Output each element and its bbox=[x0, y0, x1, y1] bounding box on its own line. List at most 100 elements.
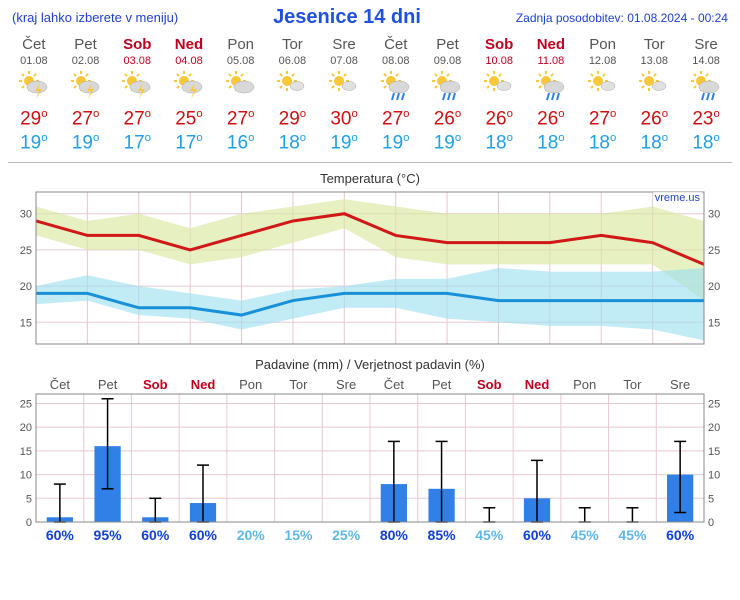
forecast-cell: 29o bbox=[267, 107, 319, 131]
forecast-cell bbox=[318, 68, 370, 107]
forecast-cell: 13.08 bbox=[628, 54, 680, 68]
forecast-cell: 26o bbox=[525, 107, 577, 131]
forecast-cell: Ned bbox=[163, 35, 215, 54]
svg-text:5: 5 bbox=[26, 493, 32, 505]
forecast-cell: 17o bbox=[163, 131, 215, 155]
forecast-cell: Sob bbox=[473, 35, 525, 54]
svg-text:15: 15 bbox=[20, 317, 32, 329]
svg-text:0: 0 bbox=[26, 517, 32, 529]
forecast-cell: 19o bbox=[370, 131, 422, 155]
forecast-cell: 16o bbox=[215, 131, 267, 155]
forecast-cell: 05.08 bbox=[215, 54, 267, 68]
forecast-cell bbox=[267, 68, 319, 107]
forecast-cell: 19o bbox=[422, 131, 474, 155]
forecast-cell: Ned bbox=[525, 35, 577, 54]
forecast-cell bbox=[8, 68, 60, 107]
svg-text:20: 20 bbox=[20, 422, 32, 434]
forecast-cell: 18o bbox=[473, 131, 525, 155]
svg-text:5: 5 bbox=[708, 493, 714, 505]
svg-text:20: 20 bbox=[20, 281, 32, 293]
forecast-cell: 30o bbox=[318, 107, 370, 131]
forecast-cell bbox=[680, 68, 732, 107]
forecast-cell: 26o bbox=[473, 107, 525, 131]
forecast-cell: 09.08 bbox=[422, 54, 474, 68]
svg-text:Sob: Sob bbox=[477, 377, 502, 392]
svg-text:25%: 25% bbox=[332, 527, 361, 543]
svg-text:Sob: Sob bbox=[143, 377, 168, 392]
svg-text:25: 25 bbox=[20, 245, 32, 257]
svg-text:15: 15 bbox=[20, 446, 32, 458]
forecast-cell: Čet bbox=[370, 35, 422, 54]
forecast-cell: 02.08 bbox=[60, 54, 112, 68]
svg-text:20: 20 bbox=[708, 281, 720, 293]
svg-text:45%: 45% bbox=[618, 527, 647, 543]
forecast-cell: 18o bbox=[525, 131, 577, 155]
svg-text:80%: 80% bbox=[380, 527, 409, 543]
svg-text:45%: 45% bbox=[475, 527, 504, 543]
forecast-cell: 26o bbox=[628, 107, 680, 131]
forecast-cell: 03.08 bbox=[111, 54, 163, 68]
temp-chart-wrap: 1515202025253030 vreme.us bbox=[8, 188, 732, 351]
forecast-cell: 19o bbox=[318, 131, 370, 155]
forecast-cell: Tor bbox=[628, 35, 680, 54]
forecast-cell bbox=[215, 68, 267, 107]
forecast-cell: Sre bbox=[318, 35, 370, 54]
svg-text:60%: 60% bbox=[189, 527, 218, 543]
svg-text:Pet: Pet bbox=[432, 377, 452, 392]
svg-text:Sre: Sre bbox=[670, 377, 690, 392]
forecast-cell bbox=[422, 68, 474, 107]
svg-text:0: 0 bbox=[708, 517, 714, 529]
svg-text:20%: 20% bbox=[237, 527, 266, 543]
forecast-cell: 14.08 bbox=[680, 54, 732, 68]
forecast-cell: 27o bbox=[60, 107, 112, 131]
svg-text:30: 30 bbox=[20, 208, 32, 220]
forecast-cell: 19o bbox=[60, 131, 112, 155]
svg-text:Tor: Tor bbox=[289, 377, 308, 392]
separator bbox=[8, 162, 732, 163]
svg-text:Ned: Ned bbox=[525, 377, 550, 392]
forecast-cell: 07.08 bbox=[318, 54, 370, 68]
forecast-cell bbox=[577, 68, 629, 107]
forecast-cell: 10.08 bbox=[473, 54, 525, 68]
forecast-cell: 01.08 bbox=[8, 54, 60, 68]
forecast-cell bbox=[525, 68, 577, 107]
watermark: vreme.us bbox=[653, 192, 702, 204]
header-bar: (kraj lahko izberete v meniju) Jesenice … bbox=[8, 4, 732, 35]
forecast-cell: Pon bbox=[577, 35, 629, 54]
forecast-cell: Sre bbox=[680, 35, 732, 54]
forecast-cell: Pet bbox=[422, 35, 474, 54]
forecast-cell: 23o bbox=[680, 107, 732, 131]
precip-chart-title: Padavine (mm) / Verjetnost padavin (%) bbox=[8, 357, 732, 372]
svg-text:Pon: Pon bbox=[573, 377, 596, 392]
svg-text:10: 10 bbox=[708, 469, 720, 481]
forecast-cell: 27o bbox=[215, 107, 267, 131]
svg-text:85%: 85% bbox=[428, 527, 457, 543]
forecast-cell: 18o bbox=[628, 131, 680, 155]
svg-text:60%: 60% bbox=[46, 527, 75, 543]
svg-text:Čet: Čet bbox=[50, 377, 71, 392]
forecast-cell bbox=[370, 68, 422, 107]
forecast-cell: 27o bbox=[577, 107, 629, 131]
svg-text:60%: 60% bbox=[141, 527, 170, 543]
forecast-cell: 25o bbox=[163, 107, 215, 131]
forecast-cell: 18o bbox=[680, 131, 732, 155]
forecast-cell bbox=[628, 68, 680, 107]
forecast-cell: 11.08 bbox=[525, 54, 577, 68]
forecast-cell: 08.08 bbox=[370, 54, 422, 68]
forecast-cell: 04.08 bbox=[163, 54, 215, 68]
forecast-cell: Pet bbox=[60, 35, 112, 54]
forecast-cell: 29o bbox=[8, 107, 60, 131]
svg-text:15%: 15% bbox=[284, 527, 313, 543]
forecast-cell: 12.08 bbox=[577, 54, 629, 68]
svg-text:10: 10 bbox=[20, 469, 32, 481]
temp-chart-title: Temperatura (°C) bbox=[8, 171, 732, 186]
forecast-cell: 27o bbox=[370, 107, 422, 131]
forecast-cell: 06.08 bbox=[267, 54, 319, 68]
svg-text:Pon: Pon bbox=[239, 377, 262, 392]
forecast-cell: 27o bbox=[111, 107, 163, 131]
page-title: Jesenice 14 dni bbox=[273, 6, 421, 29]
svg-text:Čet: Čet bbox=[384, 377, 405, 392]
forecast-cell bbox=[111, 68, 163, 107]
forecast-cell: Sob bbox=[111, 35, 163, 54]
forecast-cell: 19o bbox=[8, 131, 60, 155]
